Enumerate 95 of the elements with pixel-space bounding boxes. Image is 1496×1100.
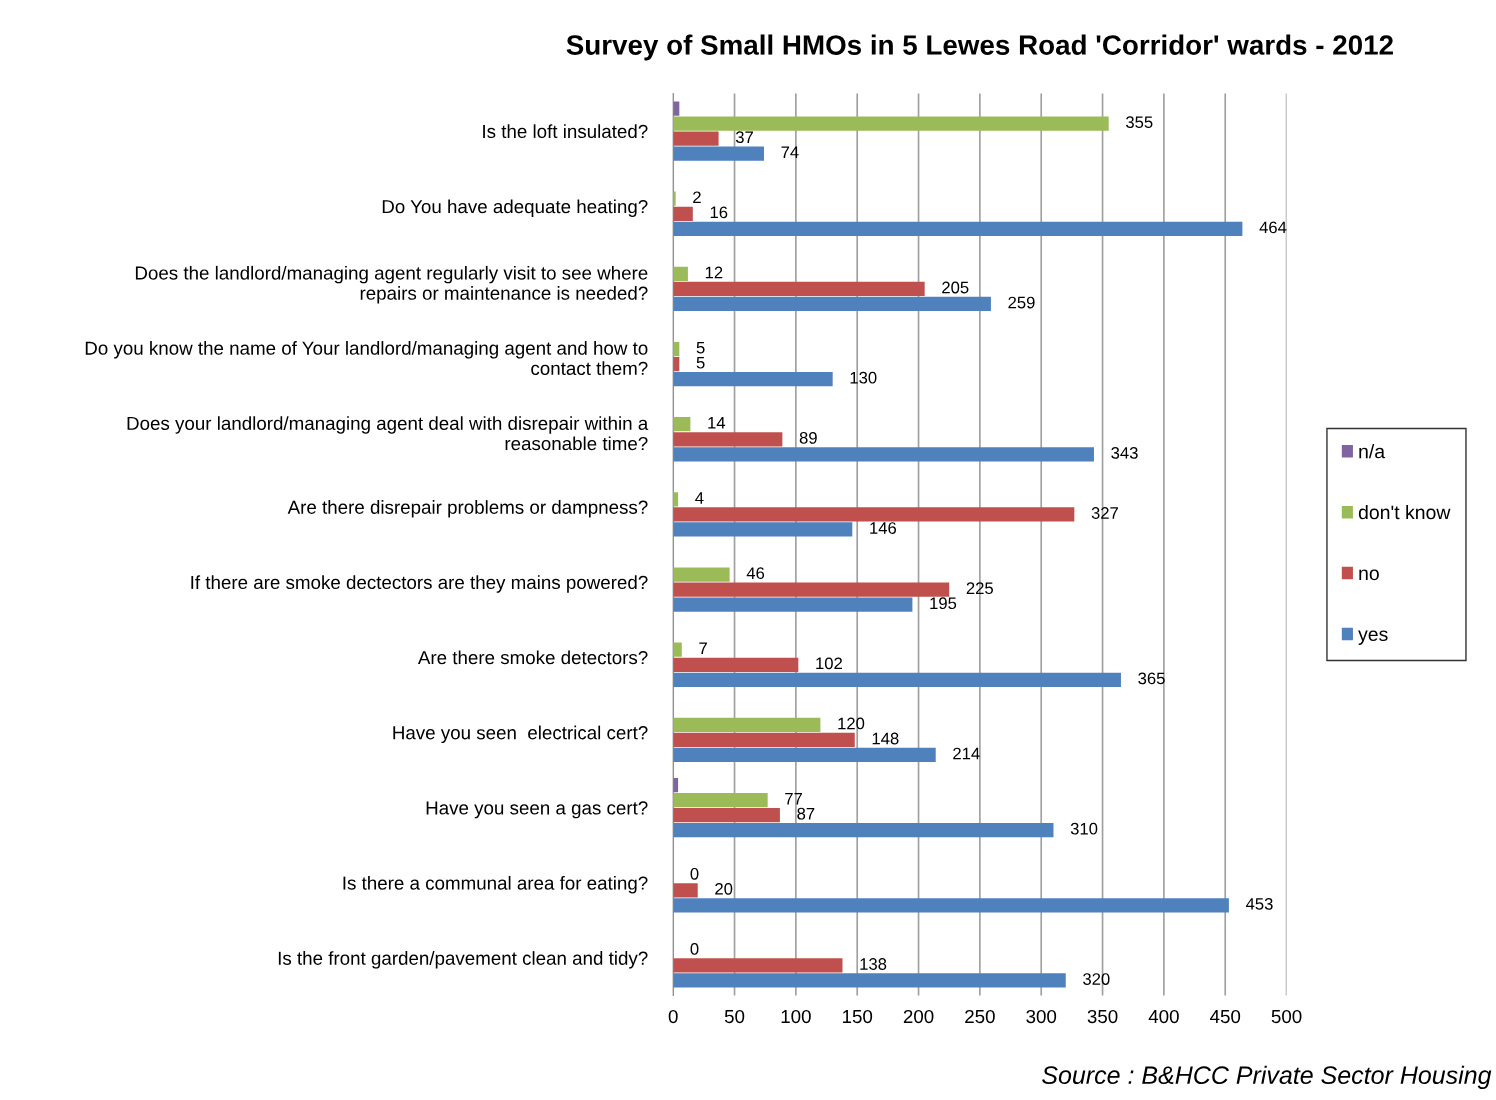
data-label: 5 bbox=[696, 341, 705, 354]
y-tick-label: Do You have adequate heating? bbox=[382, 199, 648, 217]
x-tick-label: 400 bbox=[1148, 1009, 1179, 1024]
bar bbox=[673, 146, 764, 161]
bar bbox=[673, 221, 1243, 236]
data-label: 77 bbox=[785, 792, 803, 805]
data-label: 327 bbox=[1091, 507, 1118, 519]
x-tick-label: 50 bbox=[724, 1009, 745, 1024]
bar bbox=[673, 883, 698, 898]
data-label: 0 bbox=[690, 943, 699, 955]
data-label: 464 bbox=[1259, 221, 1287, 234]
bar bbox=[673, 296, 991, 312]
x-tick-label: 250 bbox=[965, 1009, 995, 1024]
x-tick-label: 500 bbox=[1271, 1009, 1302, 1024]
data-label: 12 bbox=[705, 266, 723, 279]
x-tick-label: 300 bbox=[1026, 1009, 1057, 1024]
y-tick-label: If there are smoke dectectors are they mains powered? bbox=[191, 575, 648, 593]
y-tick-label: Have you seen electrical cert? bbox=[393, 725, 648, 744]
data-label: 259 bbox=[1008, 296, 1035, 309]
x-tick-label: 150 bbox=[843, 1009, 873, 1024]
data-label: 146 bbox=[870, 522, 897, 534]
data-label: 5 bbox=[696, 356, 705, 369]
y-tick-label: Have you seen a gas cert? bbox=[426, 801, 648, 819]
data-label: 355 bbox=[1125, 116, 1153, 129]
data-label: 225 bbox=[966, 582, 993, 595]
data-label: 4 bbox=[695, 492, 704, 504]
data-label: 2 bbox=[693, 191, 701, 204]
x-tick-label: 0 bbox=[668, 1009, 678, 1024]
bar bbox=[673, 807, 780, 823]
bar bbox=[673, 567, 730, 582]
legend-label: n/a bbox=[1359, 444, 1386, 459]
data-label: 343 bbox=[1111, 446, 1138, 459]
data-label: 453 bbox=[1245, 897, 1273, 910]
data-label: 16 bbox=[710, 206, 728, 219]
bar bbox=[673, 371, 833, 387]
data-label: 20 bbox=[715, 882, 733, 895]
data-label: 87 bbox=[797, 807, 815, 820]
y-tick-label: Do you know the name of Your landlord/managing agent and how to contact them? bbox=[85, 341, 648, 376]
y-tick-label: Does the landlord/managing agent regularly visit to see where repairs or maintenance is needed? bbox=[135, 265, 648, 304]
bar bbox=[673, 281, 925, 297]
data-label: 14 bbox=[708, 417, 726, 429]
bar bbox=[673, 747, 936, 763]
bar bbox=[673, 973, 1066, 988]
legend-label: no bbox=[1359, 569, 1379, 581]
bar bbox=[673, 417, 691, 432]
bar bbox=[673, 116, 1109, 131]
bar bbox=[673, 266, 688, 282]
y-tick-label: Does your landlord/managing agent deal with disrepair within a reasonable time? bbox=[127, 416, 649, 451]
bar bbox=[673, 507, 1075, 522]
bar bbox=[673, 717, 821, 733]
legend-label: don't know bbox=[1358, 504, 1451, 520]
y-tick-label: Is there a communal area for eating? bbox=[343, 875, 648, 894]
bar bbox=[673, 432, 783, 447]
bar bbox=[673, 447, 1094, 462]
data-label: 74 bbox=[781, 146, 799, 158]
data-label: 120 bbox=[838, 717, 865, 730]
bar bbox=[673, 582, 950, 597]
data-label: 102 bbox=[816, 657, 842, 670]
data-label: 320 bbox=[1083, 973, 1110, 985]
data-label: 130 bbox=[850, 371, 877, 384]
legend-label: yes bbox=[1358, 630, 1388, 645]
y-tick-label: Are there disrepair problems or dampness? bbox=[287, 500, 648, 518]
bar bbox=[673, 642, 682, 657]
data-label: 46 bbox=[746, 567, 765, 580]
data-label: 310 bbox=[1070, 822, 1098, 835]
source-note: Source : B&HCC Private Sector Housing bbox=[1042, 1065, 1492, 1089]
bar bbox=[673, 206, 693, 221]
bar bbox=[673, 597, 913, 612]
bar bbox=[673, 898, 1229, 913]
y-tick-label: Are there smoke detectors? bbox=[417, 650, 648, 665]
data-label: 195 bbox=[930, 597, 957, 610]
data-label: 148 bbox=[872, 732, 899, 745]
bar bbox=[673, 732, 855, 748]
bar bbox=[673, 822, 1054, 838]
x-tick-label: 350 bbox=[1087, 1009, 1118, 1024]
data-label: 37 bbox=[735, 131, 753, 144]
bar bbox=[673, 657, 799, 672]
bar bbox=[673, 792, 768, 808]
bar bbox=[673, 131, 719, 146]
bar bbox=[673, 522, 853, 537]
data-label: 365 bbox=[1138, 672, 1165, 685]
y-tick-label: Is the loft insulated? bbox=[483, 124, 648, 139]
chart-title: Survey of Small HMOs in 5 Lewes Road 'Corridor' wards - 2012 bbox=[566, 34, 1393, 61]
data-label: 89 bbox=[799, 431, 817, 444]
bar bbox=[673, 958, 843, 973]
x-tick-label: 200 bbox=[903, 1009, 934, 1024]
data-label: 205 bbox=[942, 281, 969, 294]
x-tick-label: 450 bbox=[1210, 1009, 1241, 1024]
y-tick-label: Is the front garden/pavement clean and tidy? bbox=[278, 951, 648, 969]
bar bbox=[673, 672, 1121, 687]
data-label: 0 bbox=[690, 867, 699, 880]
x-tick-label: 100 bbox=[781, 1009, 811, 1024]
data-label: 138 bbox=[860, 958, 887, 970]
data-label: 214 bbox=[953, 747, 980, 760]
data-label: 7 bbox=[699, 642, 707, 655]
